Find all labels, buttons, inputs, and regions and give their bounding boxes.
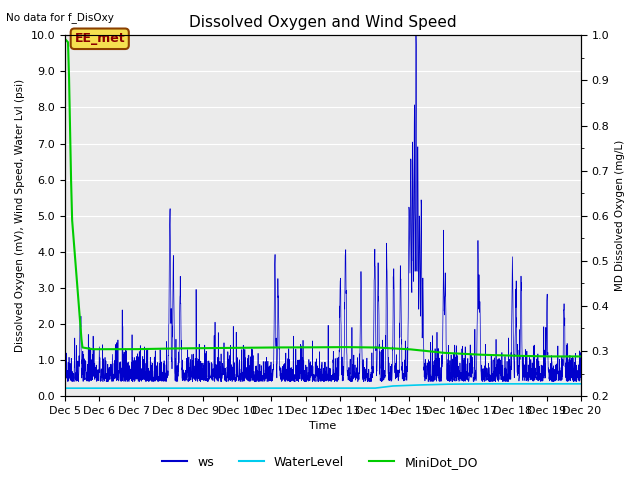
Y-axis label: MD Dissolved Oxygen (mg/L): MD Dissolved Oxygen (mg/L) [615,140,625,291]
Y-axis label: Dissolved Oxygen (mV), Wind Speed, Water Lvl (psi): Dissolved Oxygen (mV), Wind Speed, Water… [15,79,25,352]
Text: No data for f_DisOxy: No data for f_DisOxy [6,12,115,23]
Title: Dissolved Oxygen and Wind Speed: Dissolved Oxygen and Wind Speed [189,15,457,30]
Legend: ws, WaterLevel, MiniDot_DO: ws, WaterLevel, MiniDot_DO [157,451,483,474]
Text: EE_met: EE_met [74,32,125,45]
X-axis label: Time: Time [310,421,337,432]
